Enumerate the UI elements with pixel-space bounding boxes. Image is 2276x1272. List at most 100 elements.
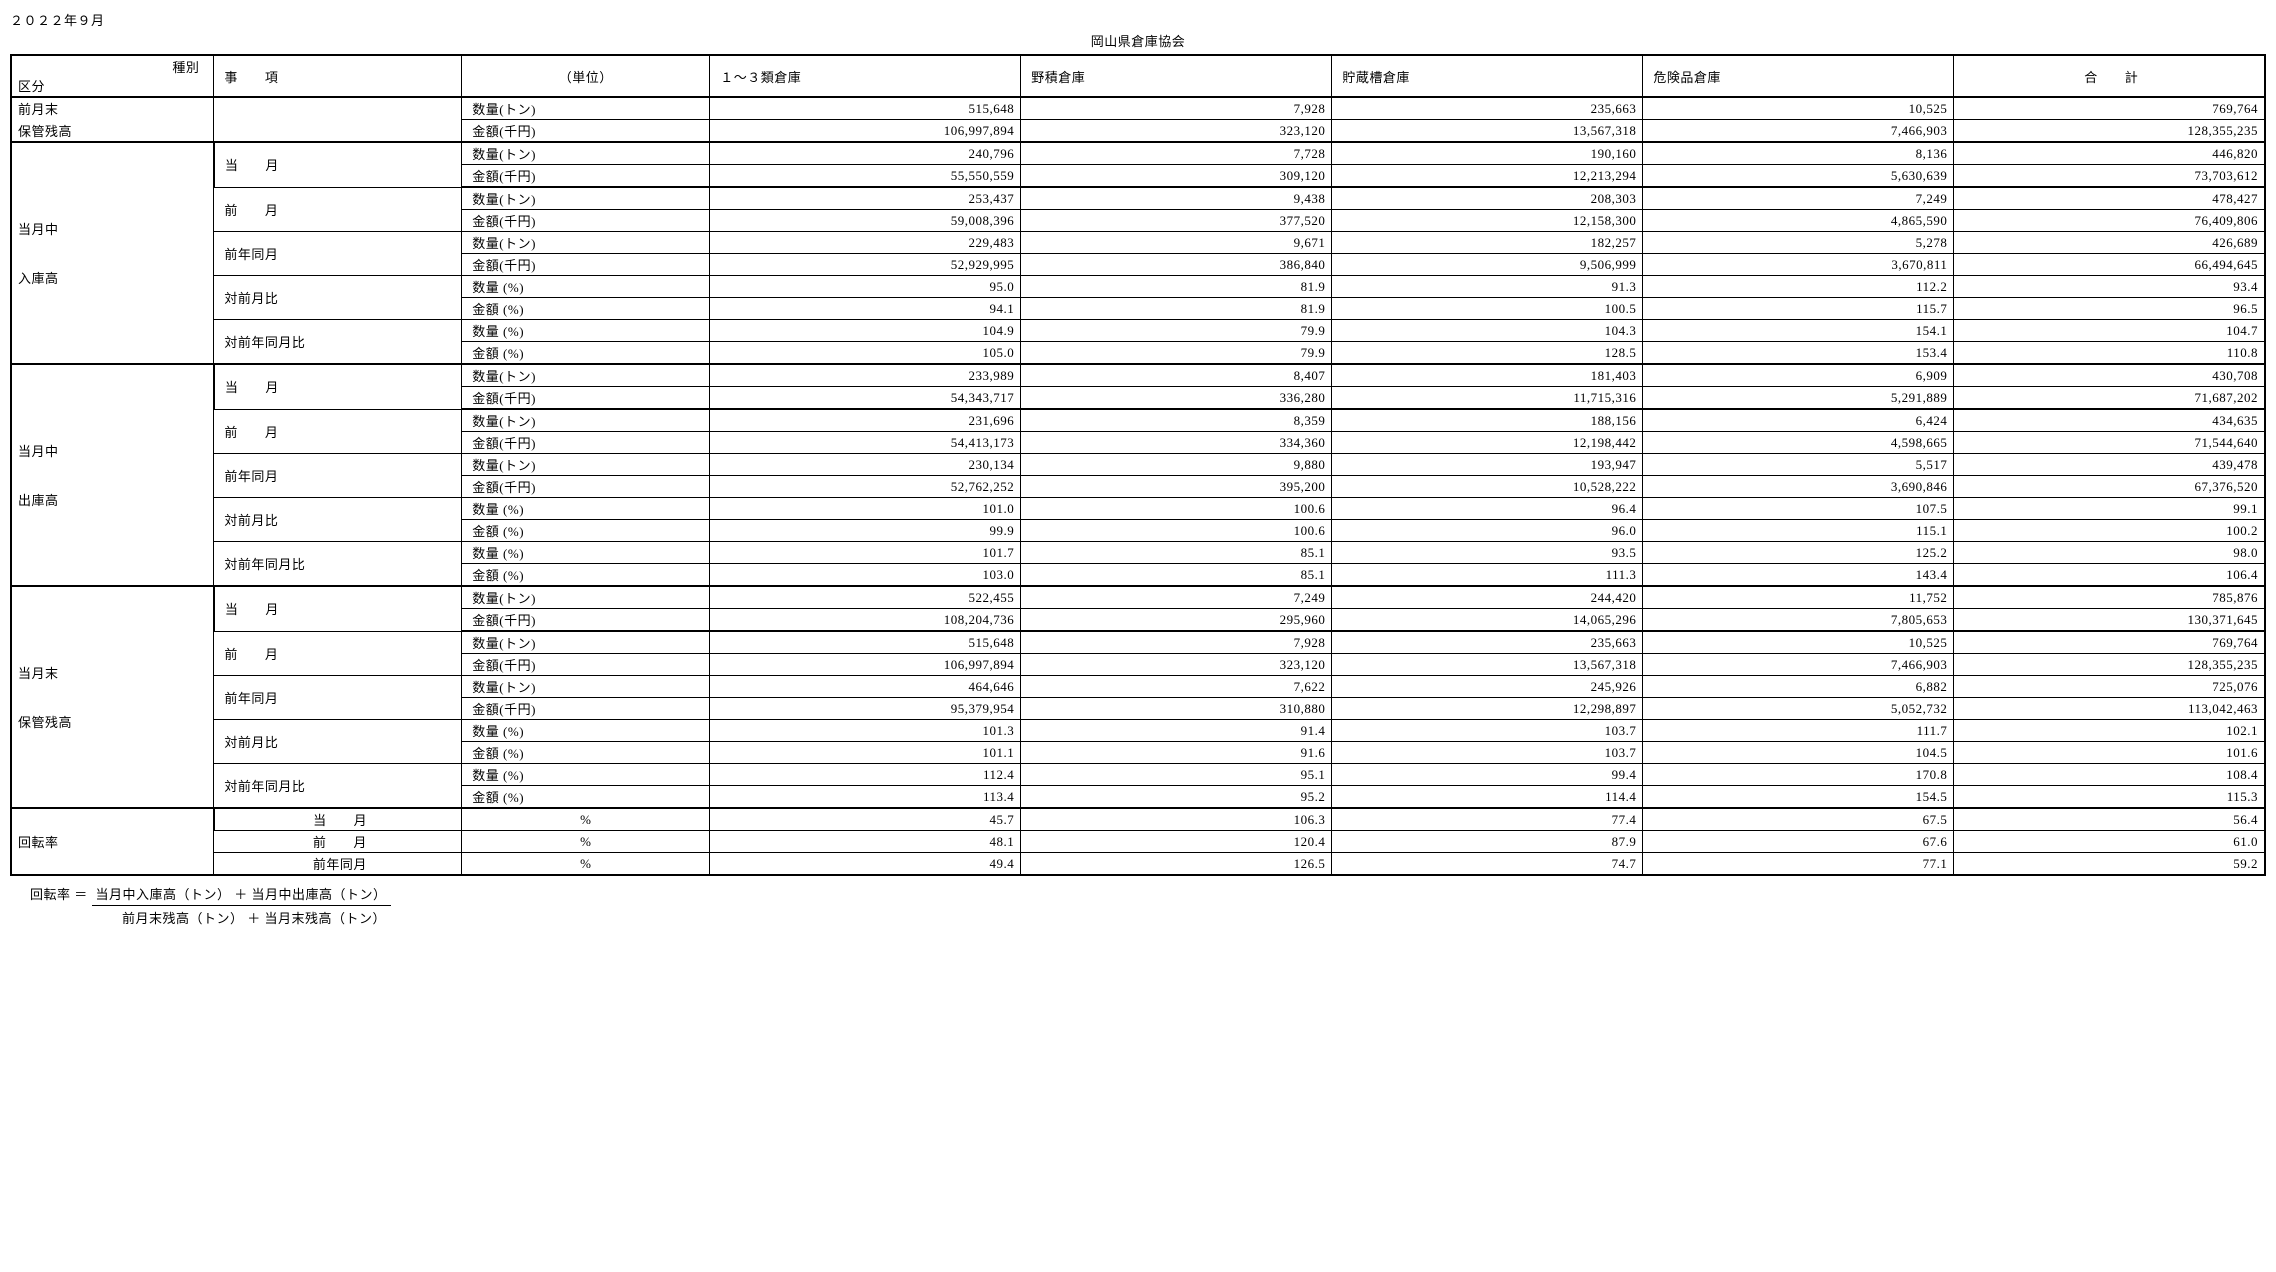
inbound-yoy-qty: 対前年同月比 数量 (%) 104.979.9104.3154.1104.7 [11,320,2265,342]
val: 85.1 [1021,542,1332,564]
val: 193,947 [1332,454,1643,476]
val: 515,648 [710,97,1021,120]
val: 56.4 [1954,808,2265,831]
val: 12,213,294 [1332,165,1643,188]
unit-amt: 金額(千円) [462,609,710,632]
unit-amt-pct: 金額 (%) [462,298,710,320]
val: 100.5 [1332,298,1643,320]
val: 106.3 [1021,808,1332,831]
val: 154.5 [1643,786,1954,809]
val: 111.3 [1332,564,1643,587]
val: 478,427 [1954,187,2265,210]
val: 769,764 [1954,631,2265,654]
unit-amt: 金額(千円) [462,654,710,676]
unit-amt-pct: 金額 (%) [462,564,710,587]
turnover-formula: 回転率 ＝ 当月中入庫高（トン） ＋ 当月中出庫高（トン） 前月末残高（トン） … [30,884,2266,927]
val: 99.4 [1332,764,1643,786]
inbound-prev-qty: 前 月 数量(トン) 253,4379,438208,3037,249478,4… [11,187,2265,210]
val: 107.5 [1643,498,1954,520]
val: 112.4 [710,764,1021,786]
hdr-col-3: 危険品倉庫 [1643,55,1954,97]
val: 13,567,318 [1332,120,1643,143]
val: 71,544,640 [1954,432,2265,454]
inbound-prev-label: 前 月 [214,187,462,232]
val: 77.4 [1332,808,1643,831]
unit-qty-pct: 数量 (%) [462,498,710,520]
val: 49.4 [710,853,1021,876]
val: 81.9 [1021,276,1332,298]
val: 66,494,645 [1954,254,2265,276]
turnover-prev-label: 前 月 [214,831,462,853]
unit-amt: 金額(千円) [462,254,710,276]
val: 91.3 [1332,276,1643,298]
unit-pct: % [462,808,710,831]
val: 8,136 [1643,142,1954,165]
val: 7,249 [1021,586,1332,609]
val: 59.2 [1954,853,2265,876]
val: 310,880 [1021,698,1332,720]
val: 3,670,811 [1643,254,1954,276]
val: 190,160 [1332,142,1643,165]
unit-qty-pct: 数量 (%) [462,764,710,786]
val: 515,648 [710,631,1021,654]
inbound-cur-qty: 当月中 入庫高 当 月 数量(トン) 240,796 7,728 190,160… [11,142,2265,165]
val: 115.7 [1643,298,1954,320]
val: 110.8 [1954,342,2265,365]
hdr-col-4: 合 計 [1954,55,2265,97]
val: 464,646 [710,676,1021,698]
unit-qty: 数量(トン) [462,364,710,387]
prev-balance-l2: 保管残高 [11,120,214,143]
val: 334,360 [1021,432,1332,454]
val: 100.6 [1021,520,1332,542]
val: 93.4 [1954,276,2265,298]
val: 6,424 [1643,409,1954,432]
val: 125.2 [1643,542,1954,564]
val: 91.6 [1021,742,1332,764]
outbound-botcat: 出庫高 [18,490,207,509]
val: 7,928 [1021,631,1332,654]
val: 105.0 [710,342,1021,365]
val: 111.7 [1643,720,1954,742]
page-title: 岡山県倉庫協会 [10,31,2266,50]
val: 386,840 [1021,254,1332,276]
val: 9,671 [1021,232,1332,254]
outbound-cur-label: 当 月 [214,364,462,409]
val: 112.2 [1643,276,1954,298]
val: 96.0 [1332,520,1643,542]
val: 12,298,897 [1332,698,1643,720]
val: 106,997,894 [710,120,1021,143]
val: 11,752 [1643,586,1954,609]
balance-mom-qty: 対前月比 数量 (%) 101.391.4103.7111.7102.1 [11,720,2265,742]
val: 108,204,736 [710,609,1021,632]
outbound-yoy-qty: 対前年同月比 数量 (%) 101.785.193.5125.298.0 [11,542,2265,564]
unit-amt-pct: 金額 (%) [462,786,710,809]
val: 104.3 [1332,320,1643,342]
val: 100.2 [1954,520,2265,542]
val: 323,120 [1021,654,1332,676]
val: 309,120 [1021,165,1332,188]
formula-denominator: 前月末残高（トン） ＋ 当月末残高（トン） [118,906,390,927]
val: 71,687,202 [1954,387,2265,410]
hdr-col-1: 野積倉庫 [1021,55,1332,97]
balance-cur-label: 当 月 [214,586,462,631]
val: 231,696 [710,409,1021,432]
val: 785,876 [1954,586,2265,609]
val: 115.3 [1954,786,2265,809]
val: 235,663 [1332,631,1643,654]
val: 104.7 [1954,320,2265,342]
val: 725,076 [1954,676,2265,698]
val: 114.4 [1332,786,1643,809]
turnover-cur: 回転率 当 月 % 45.7106.377.467.556.4 [11,808,2265,831]
unit-qty: 数量(トン) [462,676,710,698]
hdr-item: 事 項 [214,55,462,97]
unit-qty: 数量(トン) [462,97,710,120]
val: 377,520 [1021,210,1332,232]
inbound-mom-qty: 対前月比 数量 (%) 95.081.991.3112.293.4 [11,276,2265,298]
unit-amt: 金額(千円) [462,698,710,720]
balance-yoy-qty: 対前年同月比 数量 (%) 112.495.199.4170.8108.4 [11,764,2265,786]
val: 67.6 [1643,831,1954,853]
val: 54,343,717 [710,387,1021,410]
val: 95.2 [1021,786,1332,809]
unit-amt-pct: 金額 (%) [462,742,710,764]
val: 170.8 [1643,764,1954,786]
